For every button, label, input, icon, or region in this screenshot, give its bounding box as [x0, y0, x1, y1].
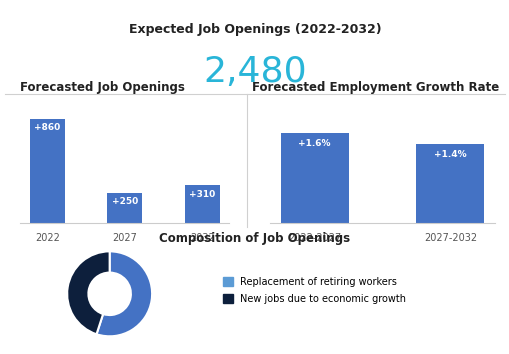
Text: +310: +310: [189, 190, 215, 199]
Bar: [280, 133, 348, 223]
Wedge shape: [67, 251, 109, 334]
Text: +860: +860: [34, 123, 61, 132]
Text: Expected Job Openings (2022-2032): Expected Job Openings (2022-2032): [128, 23, 381, 36]
Wedge shape: [96, 251, 152, 336]
Bar: [107, 193, 142, 223]
Text: 2,480: 2,480: [203, 55, 306, 89]
Bar: [416, 144, 484, 223]
Text: +250: +250: [111, 197, 138, 206]
Text: +1.6%: +1.6%: [298, 139, 330, 148]
Bar: [185, 185, 219, 223]
Text: Forecasted Employment Growth Rate: Forecasted Employment Growth Rate: [252, 81, 499, 94]
Legend: Replacement of retiring workers, New jobs due to economic growth: Replacement of retiring workers, New job…: [219, 273, 410, 308]
Text: Forecasted Job Openings: Forecasted Job Openings: [20, 81, 185, 94]
Text: +1.4%: +1.4%: [433, 150, 466, 159]
Text: Composition of Job Openings: Composition of Job Openings: [159, 232, 350, 245]
Bar: [30, 119, 65, 223]
